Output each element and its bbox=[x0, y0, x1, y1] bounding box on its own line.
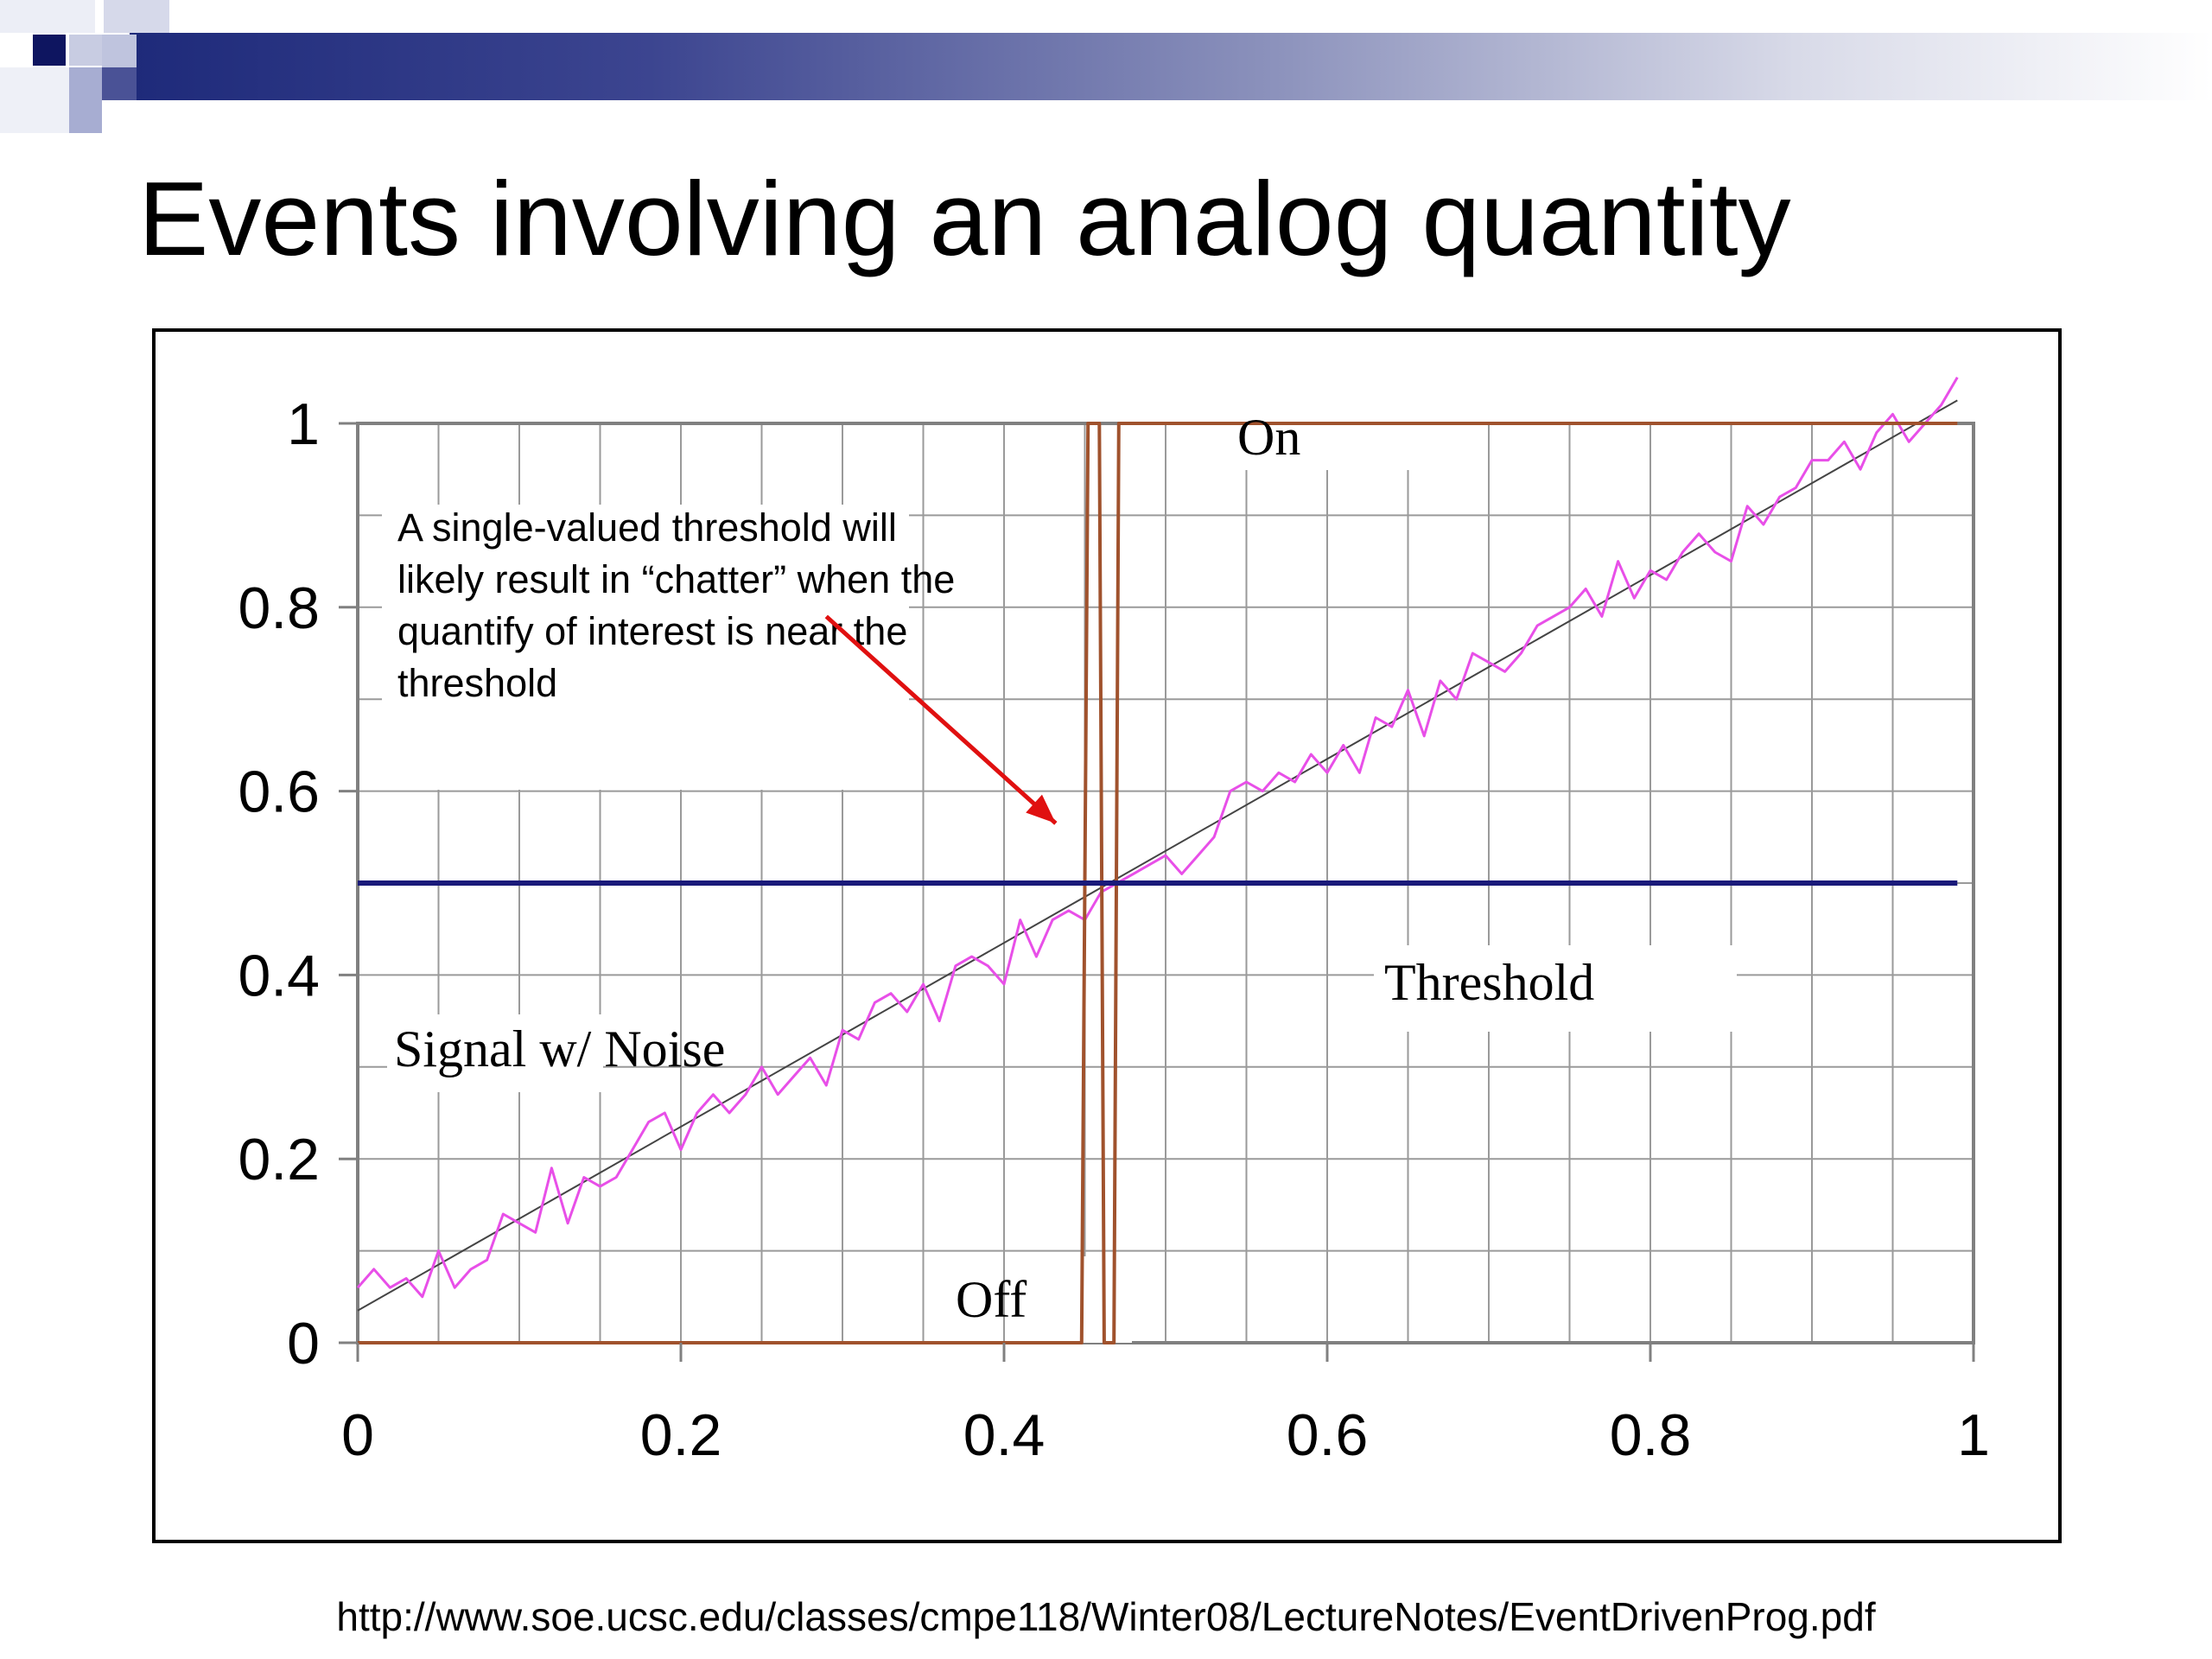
annotation-line: A single-valued threshold will bbox=[397, 505, 897, 550]
threshold-label: Threshold bbox=[1384, 954, 1594, 1011]
series-line-trend bbox=[357, 399, 1958, 1312]
label-background bbox=[387, 1014, 603, 1092]
off-label: Off bbox=[956, 1271, 1027, 1328]
y-tick-label: 0.2 bbox=[238, 1127, 320, 1192]
on-label: On bbox=[1237, 409, 1300, 466]
y-tick-label: 1 bbox=[287, 391, 320, 457]
y-tick-label: 0.6 bbox=[238, 760, 320, 825]
annotation-line: threshold bbox=[397, 661, 557, 705]
series-line-output bbox=[358, 422, 1958, 1344]
series-line-signal-w-noise bbox=[356, 377, 1959, 1299]
source-url: http://www.soe.ucsc.edu/classes/cmpe118/… bbox=[336, 1594, 1876, 1639]
header-gradient-bar bbox=[130, 33, 2212, 100]
x-tick-label: 0.2 bbox=[640, 1402, 722, 1468]
annotation-line: likely result in “chatter” when the bbox=[397, 557, 955, 601]
signal-label: Signal w/ Noise bbox=[394, 1020, 725, 1077]
y-tick-label: 0.8 bbox=[238, 575, 320, 641]
x-tick-label: 0.8 bbox=[1610, 1402, 1692, 1468]
slide-title: Events involving an analog quantity bbox=[138, 160, 1791, 277]
y-tick-label: 0 bbox=[287, 1311, 320, 1376]
annotation-arrow bbox=[824, 614, 1058, 825]
x-tick-label: 1 bbox=[1957, 1402, 1990, 1468]
chart: 0 0.2 0.4 0.6 0.8 1 0 0.2 0.4 0.6 0.8 1 On Off Thre… bbox=[238, 377, 1990, 1468]
label-background bbox=[382, 505, 909, 790]
x-tick-label: 0 bbox=[341, 1402, 374, 1468]
y-tick-label: 0.4 bbox=[238, 943, 320, 1008]
x-tick-label: 0.4 bbox=[963, 1402, 1046, 1468]
annotation-line: quantify of interest is near the bbox=[397, 609, 907, 653]
label-background bbox=[1227, 384, 1434, 470]
chart-frame: 0 0.2 0.4 0.6 0.8 1 0 0.2 0.4 0.6 0.8 1 On Off Thre… bbox=[152, 328, 2062, 1543]
label-background bbox=[1374, 945, 1737, 1032]
x-tick-label: 0.6 bbox=[1287, 1402, 1369, 1468]
